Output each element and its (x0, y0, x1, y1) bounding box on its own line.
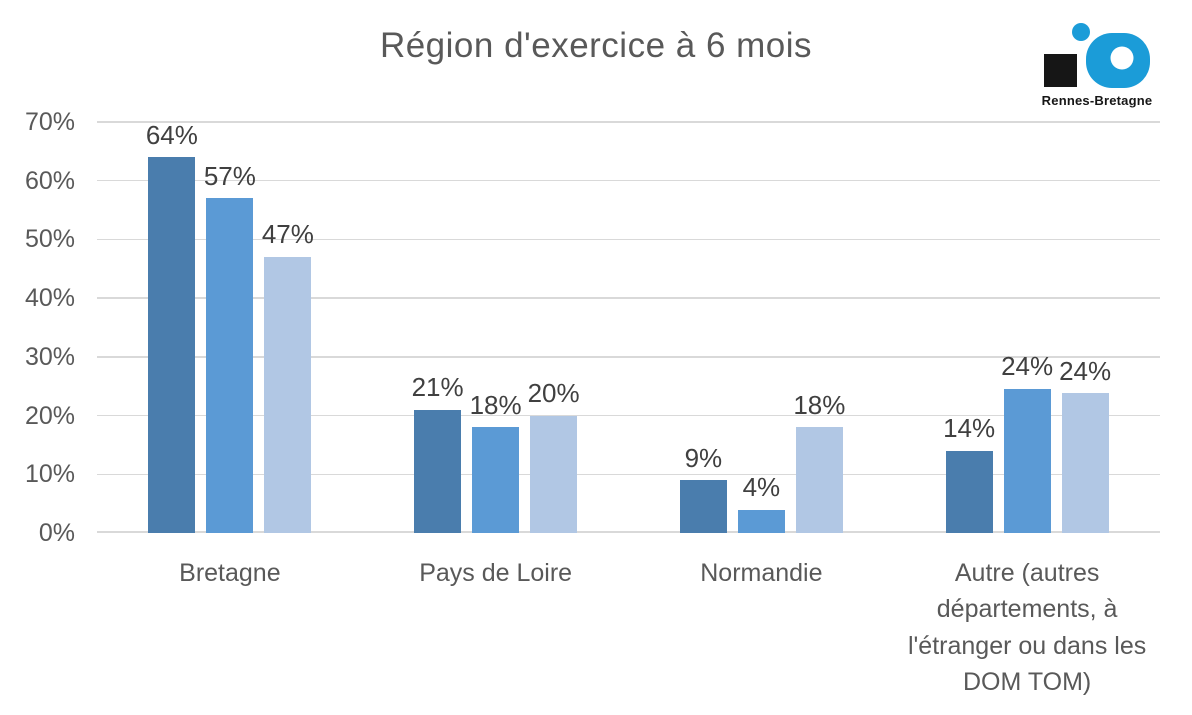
bar (530, 415, 578, 533)
bar-value-label: 24% (1059, 355, 1112, 386)
bar (472, 427, 520, 533)
gridline (97, 414, 1160, 417)
plot-area: 64% 57% 47% 21% 18% 20% 9% 4% 18% 14% 24% 24% (97, 119, 1160, 533)
bar (737, 509, 785, 533)
x-axis-category-label: Normandie (700, 559, 823, 587)
logo-mark (1044, 23, 1150, 88)
logo-blue-dot (1072, 23, 1090, 41)
bar-value-label: 18% (793, 389, 846, 420)
x-axis-category-label: Pays de Loire (419, 559, 573, 587)
bar (795, 427, 843, 533)
logo-text: Rennes-Bretagne (1041, 93, 1153, 108)
y-axis-tick-label: 40% (24, 284, 75, 313)
bar-value-label: 21% (411, 372, 464, 403)
bar (679, 480, 727, 533)
bar (945, 450, 993, 533)
logo: Rennes-Bretagne (1037, 16, 1157, 108)
logo-o-hole (1110, 46, 1134, 70)
bar-value-label: 20% (527, 377, 580, 408)
y-axis-tick-label: 10% (24, 460, 75, 489)
bar (206, 198, 254, 533)
bar (148, 157, 196, 533)
gridline (97, 473, 1160, 476)
bar (264, 257, 312, 533)
bar (414, 409, 462, 533)
x-axis-category-label: Bretagne (179, 559, 281, 587)
y-axis-tick-label: 30% (24, 342, 75, 371)
bar-value-label: 64% (145, 119, 198, 150)
gridline (97, 297, 1160, 299)
y-axis-tick-label: 20% (24, 401, 75, 430)
bar-value-label: 9% (684, 442, 723, 473)
y-axis-tick-label: 70% (24, 108, 75, 136)
bar (1061, 393, 1109, 533)
bar (1003, 388, 1051, 533)
y-axis-tick-label: 50% (24, 225, 75, 254)
gridline (97, 238, 1160, 241)
bar-value-label: 47% (261, 219, 314, 250)
gridline (97, 356, 1160, 358)
bar-value-label: 4% (742, 471, 781, 502)
gridline (97, 121, 1160, 123)
bar-value-label: 57% (203, 160, 256, 191)
y-axis-tick-label: 0% (38, 519, 75, 547)
x-axis-category-label: Autre (autres départements, à l'étranger… (907, 559, 1147, 696)
chart-title: Région d'exercice à 6 mois (379, 26, 813, 65)
x-axis-line (97, 531, 1160, 533)
logo-black-square (1044, 54, 1077, 87)
bar-value-label: 24% (1001, 350, 1054, 381)
y-axis-tick-label: 60% (24, 166, 75, 195)
gridline (97, 179, 1160, 182)
bar-value-label: 18% (469, 389, 522, 420)
bar-value-label: 14% (943, 413, 996, 444)
